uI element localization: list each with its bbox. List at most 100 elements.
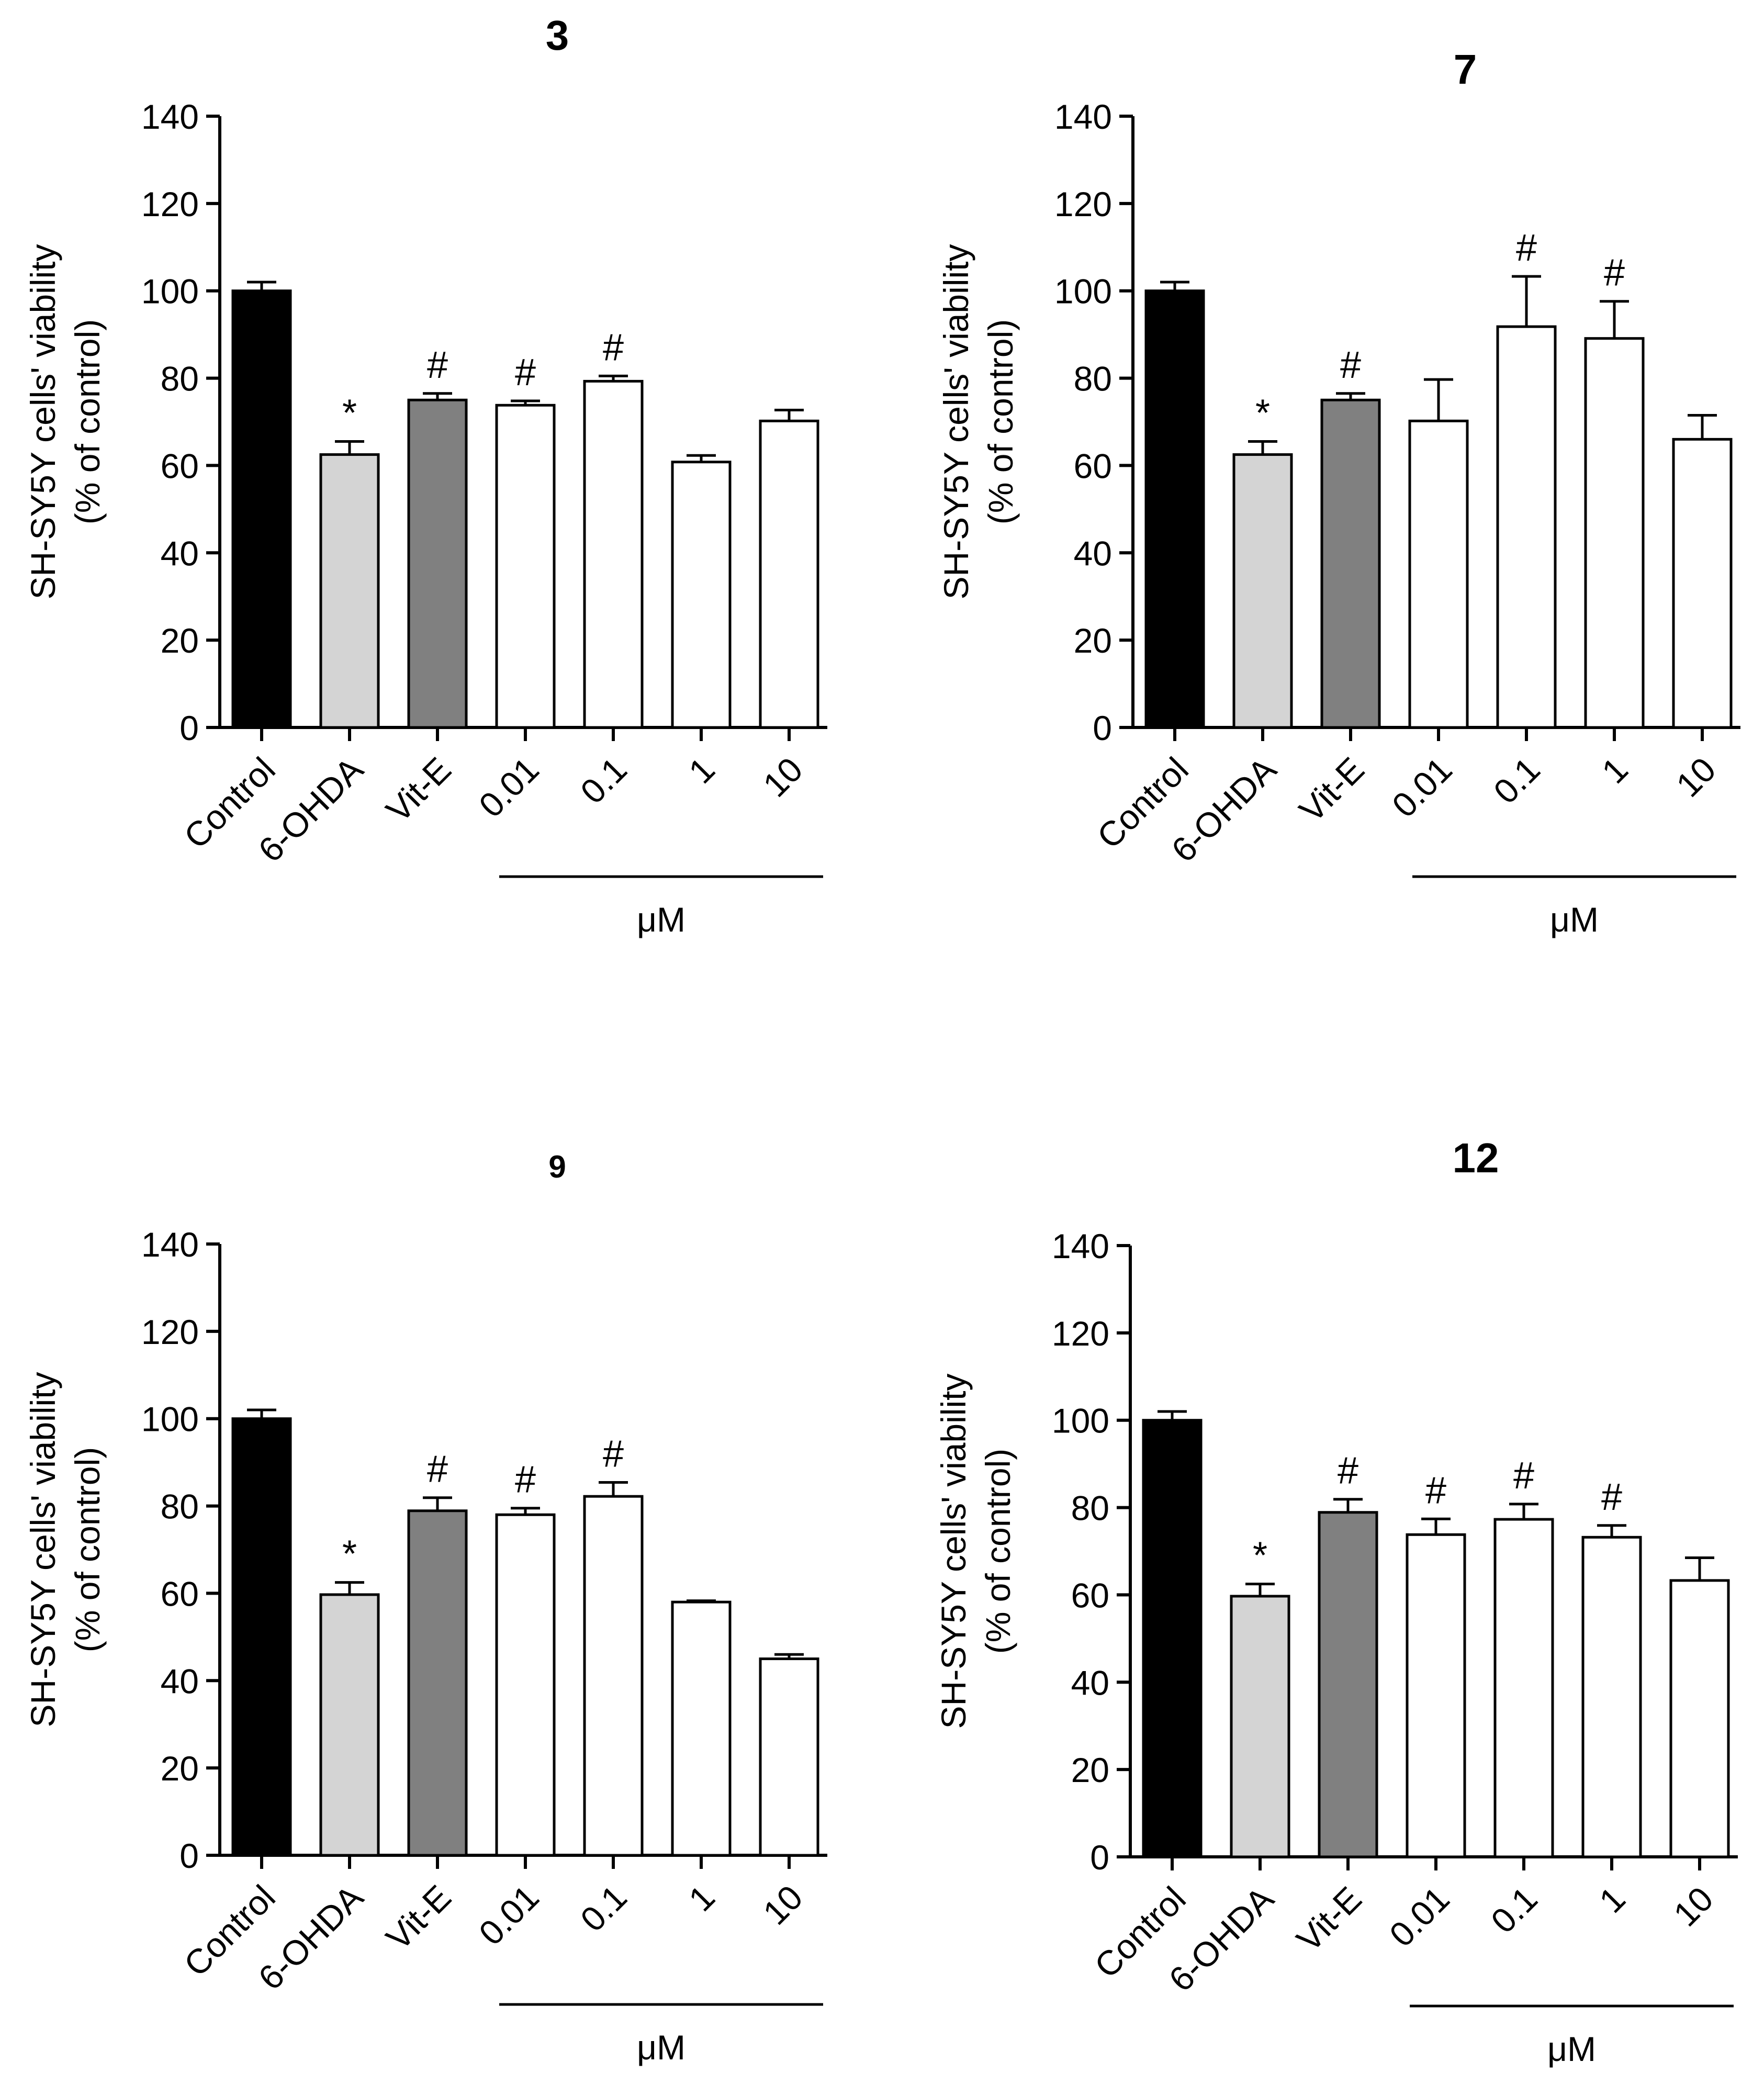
significance-hash: # <box>1601 1476 1622 1518</box>
significance-star: * <box>1255 393 1270 434</box>
x-tick-label: 0.1 <box>1486 750 1547 811</box>
significance-hash: # <box>427 1449 448 1491</box>
bar <box>495 404 556 729</box>
bar <box>319 1593 380 1857</box>
bar <box>1408 419 1469 729</box>
chart-panel-2: 7 0 20 40 60 80 100 120 140 SH-SY5Y cells' viabil… <box>937 46 1740 939</box>
chart-title: 12 <box>1453 1135 1499 1181</box>
y-tick-label: 140 <box>141 97 199 136</box>
x-tick-label: 10 <box>756 750 810 804</box>
y-tick-label: 0 <box>179 1836 199 1875</box>
bar <box>1581 1536 1642 1858</box>
bar <box>407 1509 468 1857</box>
significance-hash: # <box>1513 1455 1534 1497</box>
bar <box>1493 1518 1554 1858</box>
x-tick-label: 0.1 <box>573 750 634 811</box>
significance-hash: # <box>1516 227 1537 269</box>
concentration-unit-label: μM <box>1547 2030 1596 2068</box>
x-tick-label: 1 <box>1592 1879 1633 1920</box>
y-tick-label: 100 <box>141 272 199 311</box>
y-axis-label-units: (% of control) <box>981 319 1020 524</box>
concentration-unit-label: μM <box>637 900 686 939</box>
bar <box>231 289 292 729</box>
bar <box>583 1495 644 1857</box>
bar <box>231 1417 292 1857</box>
y-tick-label: 0 <box>179 709 199 747</box>
y-tick-label: 120 <box>1054 185 1112 223</box>
significance-hash: # <box>1425 1470 1446 1511</box>
y-tick-label: 0 <box>1093 709 1112 747</box>
significance-hash: # <box>1340 344 1361 386</box>
y-tick-label: 80 <box>161 1487 199 1526</box>
significance-star: * <box>342 1533 357 1575</box>
x-tick-label: 10 <box>1666 1879 1721 1934</box>
y-tick-label: 120 <box>1052 1314 1109 1353</box>
bar <box>1144 289 1205 729</box>
x-tick-label: Vit-E <box>378 750 458 830</box>
bar <box>1669 1579 1730 1858</box>
y-tick-label: 60 <box>161 446 199 485</box>
y-tick-label: 140 <box>1054 97 1112 136</box>
significance-hash: # <box>515 352 536 394</box>
significance-star: * <box>342 393 357 434</box>
chart-panel-1: 3 0 20 40 60 80 100 120 140 SH-SY5Y cells' viabil… <box>24 12 827 939</box>
x-tick-label: 10 <box>756 1878 810 1932</box>
bar <box>1672 438 1733 729</box>
x-tick-label: 10 <box>1669 750 1723 804</box>
significance-hash: # <box>515 1459 536 1501</box>
y-tick-label: 80 <box>161 360 199 398</box>
y-tick-label: 40 <box>161 534 199 573</box>
y-tick-label: 120 <box>141 185 199 223</box>
chart-title: 3 <box>546 12 569 59</box>
concentration-unit-label: μM <box>1550 900 1599 939</box>
x-tick-label: 0.1 <box>573 1878 634 1939</box>
y-tick-label: 100 <box>141 1400 199 1439</box>
bar <box>319 453 380 729</box>
y-tick-label: 20 <box>1074 621 1112 660</box>
bar <box>1232 453 1293 729</box>
x-tick-label: 1 <box>1594 750 1635 791</box>
bar <box>495 1513 556 1857</box>
chart-title: 9 <box>548 1149 566 1184</box>
bar <box>671 461 732 729</box>
x-tick-label: 1 <box>681 1878 722 1919</box>
bar <box>1142 1419 1203 1858</box>
bar <box>1406 1533 1466 1858</box>
x-tick-label: 0.01 <box>471 1878 546 1953</box>
y-tick-label: 20 <box>161 1749 199 1788</box>
x-tick-label: 0.1 <box>1484 1879 1545 1941</box>
x-tick-label: Vit-E <box>1289 1879 1369 1959</box>
y-tick-label: 80 <box>1071 1489 1109 1528</box>
chart-title: 7 <box>1454 46 1477 93</box>
y-tick-label: 140 <box>141 1225 199 1264</box>
significance-star: * <box>1253 1535 1267 1577</box>
y-tick-label: 60 <box>1071 1576 1109 1615</box>
y-axis-label: SH-SY5Y cells' viability <box>24 1372 62 1728</box>
bar <box>1496 325 1557 729</box>
y-tick-label: 40 <box>1074 534 1112 573</box>
y-axis-label: SH-SY5Y cells' viability <box>24 244 62 600</box>
y-tick-label: 100 <box>1054 272 1112 311</box>
y-tick-label: 0 <box>1090 1838 1109 1877</box>
y-axis-label: SH-SY5Y cells' viability <box>937 244 975 600</box>
x-tick-label: Vit-E <box>378 1878 458 1958</box>
y-tick-label: 20 <box>1071 1751 1109 1789</box>
bar <box>1318 1511 1378 1858</box>
significance-hash: # <box>427 344 448 386</box>
bar <box>1320 398 1381 729</box>
y-tick-label: 20 <box>161 621 199 660</box>
y-tick-label: 60 <box>161 1574 199 1613</box>
y-axis-label-units: (% of control) <box>979 1449 1017 1654</box>
x-tick-label: Vit-E <box>1291 750 1372 830</box>
y-tick-label: 40 <box>161 1662 199 1700</box>
concentration-unit-label: μM <box>637 2028 686 2067</box>
y-tick-label: 40 <box>1071 1663 1109 1702</box>
bar <box>407 398 468 729</box>
y-tick-label: 100 <box>1052 1402 1109 1440</box>
significance-hash: # <box>603 1433 624 1475</box>
x-tick-label: 1 <box>681 750 722 791</box>
bar <box>759 419 819 729</box>
bar <box>759 1657 819 1857</box>
